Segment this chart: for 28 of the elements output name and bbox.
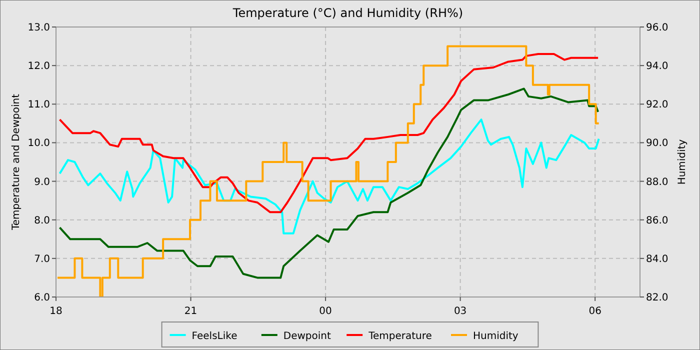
legend-label: Humidity [473,331,518,342]
y-tick-label: 10.0 [28,138,50,150]
y2-tick-label: 84.0 [646,254,668,265]
x-tick-label: 06 [588,306,602,317]
y2-tick-label: 96.0 [646,22,668,34]
y-tick-label: 12.0 [28,61,50,72]
y-tick-label: 6.0 [34,292,50,304]
x-tick-label: 00 [319,306,332,317]
x-tick-label: 03 [454,306,467,317]
y-tick-label: 9.0 [34,176,50,188]
legend-label: Dewpoint [283,331,332,342]
x-tick-label: 18 [50,306,62,317]
chart-title: Temperature (°C) and Humidity (RH%) [232,6,464,20]
y2-tick-label: 88.0 [646,176,668,188]
legend-label: FeelsLike [192,331,238,342]
y-tick-label: 8.0 [34,215,50,226]
y2-tick-label: 82.0 [646,292,668,304]
y2-tick-label: 92.0 [646,100,668,111]
y2-tick-label: 94.0 [646,61,668,72]
y2-tick-label: 86.0 [646,215,668,226]
y2-axis-title: Humidity [677,139,688,185]
y-tick-label: 11.0 [28,100,50,111]
legend-label: Temperature [368,331,432,342]
y-axis-title: Temperature and Dewpoint [11,94,22,232]
x-tick-label: 21 [184,306,198,317]
y2-tick-label: 90.0 [646,138,668,150]
y-tick-label: 7.0 [34,254,50,265]
y-tick-label: 13.0 [28,22,50,34]
